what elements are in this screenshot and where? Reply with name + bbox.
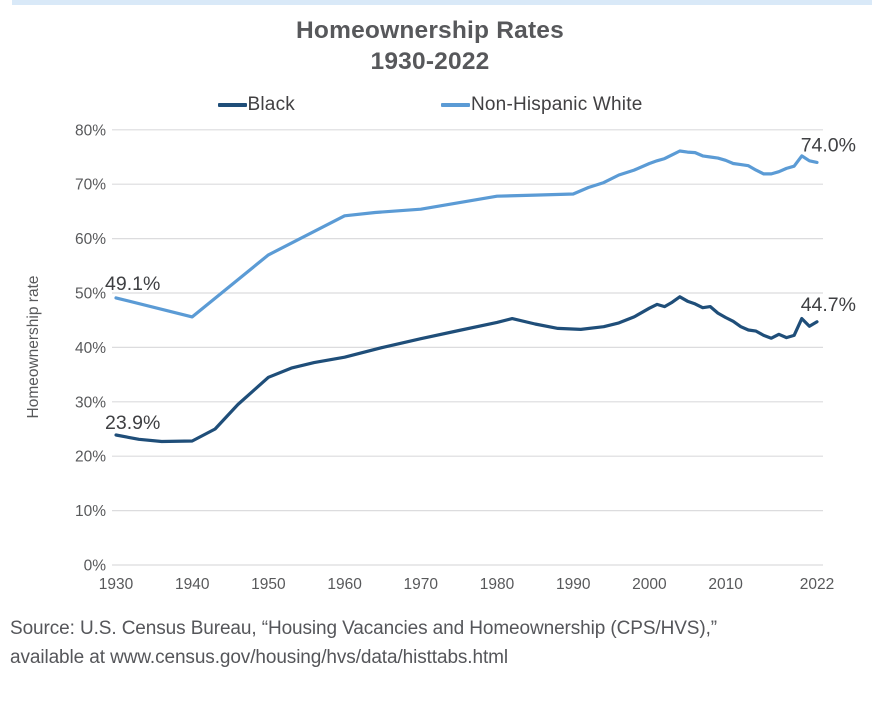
x-tick-label: 1930 [99, 576, 134, 593]
chart-title-line1: Homeownership Rates [296, 17, 564, 44]
x-tick-label: 1970 [404, 576, 439, 593]
legend-label: Black [247, 94, 295, 115]
annotation-label: 74.0% [801, 134, 856, 156]
x-tick-label: 1940 [175, 576, 210, 593]
source-citation: Source: U.S. Census Bureau, “Housing Vac… [10, 615, 876, 672]
y-tick-label: 60% [75, 231, 106, 248]
x-tick-label: 2000 [632, 576, 667, 593]
series-line-non-hispanic-white [114, 149, 819, 319]
y-tick-label: 70% [75, 177, 106, 194]
homeownership-chart: 0% 10% 20% 30% 40% 50% 60% 70% 80% 1930 1940 1950 19… [25, 122, 856, 593]
top-accent-bar [12, 0, 872, 5]
y-tick-label: 40% [75, 340, 106, 357]
annotation-label: 49.1% [105, 273, 160, 295]
y-tick-label: 10% [75, 503, 106, 520]
x-tick-label: 1980 [480, 576, 515, 593]
x-tick-label: 2022 [800, 576, 834, 593]
legend-item-non-hispanic-white: Non-Hispanic White [440, 94, 643, 116]
page-title: Homeownership Rates 1930-2022 [0, 15, 860, 77]
x-tick-label: 1950 [251, 576, 286, 593]
y-tick-label: 80% [75, 122, 106, 139]
chart-legend: Black Non-Hispanic White [0, 94, 860, 116]
legend-swatch-icon [217, 103, 247, 107]
chart-title-line2: 1930-2022 [370, 48, 490, 75]
legend-swatch-icon [440, 103, 470, 107]
chart-area: 0% 10% 20% 30% 40% 50% 60% 70% 80% 1930 1940 1950 19… [0, 120, 884, 613]
annotation-label: 23.9% [105, 412, 160, 434]
legend-item-black: Black [217, 94, 295, 116]
x-tick-label: 2010 [708, 576, 743, 593]
annotation-label: 44.7% [801, 294, 856, 316]
y-tick-label: 50% [75, 286, 106, 303]
y-axis-title: Homeownership rate [25, 275, 42, 418]
x-tick-label: 1990 [556, 576, 591, 593]
x-tick-label: 1960 [327, 576, 362, 593]
legend-label: Non-Hispanic White [470, 94, 643, 115]
source-line1: Source: U.S. Census Bureau, “Housing Vac… [10, 618, 717, 639]
series-line-black [114, 295, 819, 444]
y-tick-label: 30% [75, 394, 106, 411]
y-tick-label: 0% [84, 558, 107, 575]
source-line2: available at www.census.gov/housing/hvs/… [10, 646, 508, 668]
y-tick-label: 20% [75, 449, 106, 466]
